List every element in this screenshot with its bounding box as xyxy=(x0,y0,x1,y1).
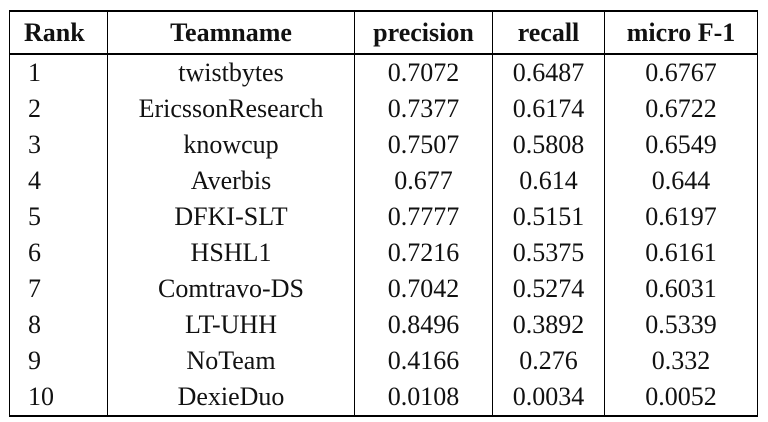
header-row: Rank Teamname precision recall micro F-1 xyxy=(9,10,758,55)
cell-precision: 0.7042 xyxy=(354,271,493,307)
cell-micro-f1: 0.6031 xyxy=(604,271,758,307)
cell-teamname: NoTeam xyxy=(107,343,355,379)
cell-teamname: knowcup xyxy=(107,127,355,163)
cell-rank: 7 xyxy=(9,271,108,307)
table-row: 1 twistbytes 0.7072 0.6487 0.6767 xyxy=(9,54,758,91)
cell-precision: 0.4166 xyxy=(354,343,493,379)
table-row: 7 Comtravo-DS 0.7042 0.5274 0.6031 xyxy=(9,271,758,307)
table-row: 6 HSHL1 0.7216 0.5375 0.6161 xyxy=(9,235,758,271)
cell-teamname: Comtravo-DS xyxy=(107,271,355,307)
table-row: 10 DexieDuo 0.0108 0.0034 0.0052 xyxy=(9,379,758,417)
table-row: 2 EricssonResearch 0.7377 0.6174 0.6722 xyxy=(9,91,758,127)
cell-teamname: DFKI-SLT xyxy=(107,199,355,235)
cell-micro-f1: 0.6197 xyxy=(604,199,758,235)
cell-recall: 0.3892 xyxy=(492,307,605,343)
cell-recall: 0.5375 xyxy=(492,235,605,271)
cell-rank: 9 xyxy=(9,343,108,379)
cell-rank: 8 xyxy=(9,307,108,343)
cell-recall: 0.614 xyxy=(492,163,605,199)
cell-teamname: LT-UHH xyxy=(107,307,355,343)
cell-teamname: HSHL1 xyxy=(107,235,355,271)
cell-micro-f1: 0.5339 xyxy=(604,307,758,343)
header-teamname: Teamname xyxy=(107,10,355,55)
cell-recall: 0.6487 xyxy=(492,54,605,91)
cell-precision: 0.7377 xyxy=(354,91,493,127)
cell-precision: 0.8496 xyxy=(354,307,493,343)
cell-teamname: twistbytes xyxy=(107,54,355,91)
cell-micro-f1: 0.332 xyxy=(604,343,758,379)
cell-rank: 5 xyxy=(9,199,108,235)
cell-micro-f1: 0.6767 xyxy=(604,54,758,91)
header-rank: Rank xyxy=(9,10,108,55)
cell-teamname: Averbis xyxy=(107,163,355,199)
header-micro-f1: micro F-1 xyxy=(604,10,758,55)
cell-rank: 1 xyxy=(9,54,108,91)
cell-recall: 0.6174 xyxy=(492,91,605,127)
cell-teamname: EricssonResearch xyxy=(107,91,355,127)
table-row: 9 NoTeam 0.4166 0.276 0.332 xyxy=(9,343,758,379)
cell-micro-f1: 0.6161 xyxy=(604,235,758,271)
cell-rank: 4 xyxy=(9,163,108,199)
cell-precision: 0.0108 xyxy=(354,379,493,417)
cell-rank: 3 xyxy=(9,127,108,163)
cell-precision: 0.677 xyxy=(354,163,493,199)
cell-recall: 0.5274 xyxy=(492,271,605,307)
table-row: 4 Averbis 0.677 0.614 0.644 xyxy=(9,163,758,199)
cell-recall: 0.276 xyxy=(492,343,605,379)
cell-precision: 0.7507 xyxy=(354,127,493,163)
cell-micro-f1: 0.0052 xyxy=(604,379,758,417)
results-table: Rank Teamname precision recall micro F-1… xyxy=(9,10,758,417)
cell-precision: 0.7777 xyxy=(354,199,493,235)
cell-rank: 10 xyxy=(9,379,108,417)
cell-recall: 0.5808 xyxy=(492,127,605,163)
cell-precision: 0.7216 xyxy=(354,235,493,271)
table-row: 8 LT-UHH 0.8496 0.3892 0.5339 xyxy=(9,307,758,343)
table-header: Rank Teamname precision recall micro F-1 xyxy=(9,10,758,55)
cell-recall: 0.5151 xyxy=(492,199,605,235)
cell-rank: 2 xyxy=(9,91,108,127)
header-recall: recall xyxy=(492,10,605,55)
cell-precision: 0.7072 xyxy=(354,54,493,91)
cell-recall: 0.0034 xyxy=(492,379,605,417)
cell-micro-f1: 0.6549 xyxy=(604,127,758,163)
table-body: 1 twistbytes 0.7072 0.6487 0.6767 2 EricssonRe… xyxy=(9,54,758,417)
header-precision: precision xyxy=(354,10,493,55)
cell-micro-f1: 0.644 xyxy=(604,163,758,199)
table-row: 5 DFKI-SLT 0.7777 0.5151 0.6197 xyxy=(9,199,758,235)
cell-rank: 6 xyxy=(9,235,108,271)
cell-micro-f1: 0.6722 xyxy=(604,91,758,127)
cell-teamname: DexieDuo xyxy=(107,379,355,417)
table-row: 3 knowcup 0.7507 0.5808 0.6549 xyxy=(9,127,758,163)
